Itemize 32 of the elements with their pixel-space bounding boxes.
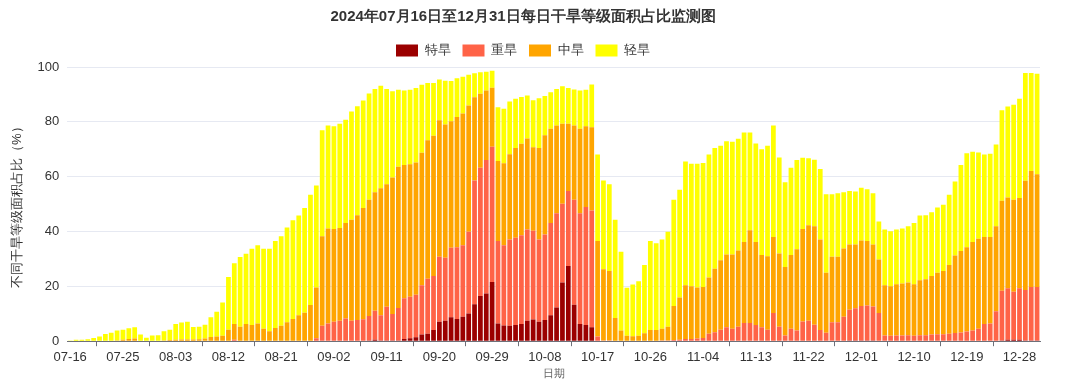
y-tick-label: 100 [37, 58, 60, 74]
x-tick-label: 10-08 [528, 348, 562, 364]
x-tick-label: 07-16 [53, 348, 87, 364]
x-tick-label: 10-17 [580, 348, 615, 364]
x-tick-label: 10-26 [633, 348, 667, 364]
x-tick-label: 08-03 [159, 348, 193, 364]
x-tick-label: 12-01 [844, 348, 878, 364]
legend-label: 轻旱 [624, 42, 650, 58]
y-tick-label: 60 [44, 168, 60, 184]
y-axis-title: 不同干旱等级面积占比（%） [9, 120, 25, 288]
x-tick-label: 09-29 [475, 348, 509, 364]
legend-label: 重旱 [491, 42, 517, 58]
legend-label: 中旱 [557, 42, 584, 58]
chart-title: 2024年07月16日至12月31日每日干旱等级面积占比监测图 [330, 7, 716, 25]
x-tick-label: 08-21 [264, 348, 298, 364]
x-tick-label: 07-25 [106, 348, 140, 364]
x-axis-title: 日期 [542, 367, 565, 380]
x-tick-label: 11-13 [739, 348, 772, 364]
x-tick-label: 12-10 [897, 348, 931, 364]
x-tick-label: 12-28 [1002, 348, 1037, 364]
x-tick-label: 12-19 [950, 348, 984, 364]
x-tick-label: 11-22 [792, 348, 825, 364]
y-tick-label: 40 [44, 223, 60, 239]
x-tick-label: 08-12 [211, 348, 246, 364]
y-tick-label: 20 [44, 277, 60, 293]
x-tick-label: 09-02 [317, 348, 351, 364]
legend-label: 特旱 [424, 42, 451, 58]
x-tick-label: 09-11 [370, 348, 403, 364]
y-tick-label: 80 [44, 113, 60, 129]
y-tick-label: 0 [52, 332, 60, 348]
x-tick-label: 11-04 [686, 348, 720, 364]
x-tick-label: 09-20 [422, 348, 457, 364]
